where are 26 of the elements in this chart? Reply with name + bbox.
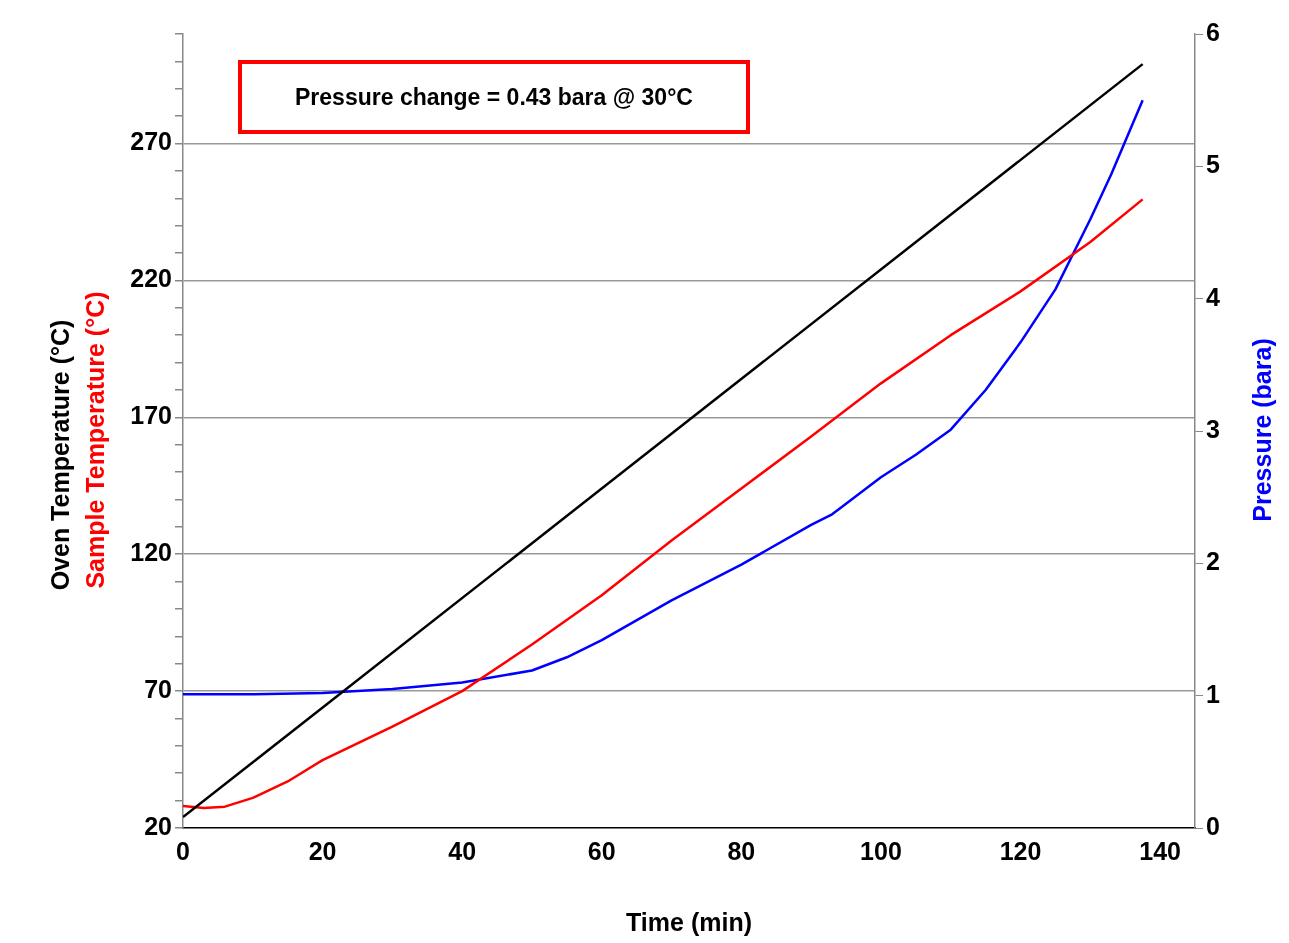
y2-tick-label: 0 (1206, 811, 1220, 840)
x-tick-label: 120 (999, 836, 1042, 865)
annotation: Pressure change = 0.43 bara @ 30°C (238, 60, 750, 134)
x-tick-label: 60 (587, 836, 616, 865)
y-tick-label: 220 (130, 264, 172, 293)
y2-tick-label: 4 (1206, 282, 1220, 311)
y-tick-label: 170 (130, 401, 172, 430)
y-tick-label: 20 (144, 811, 172, 840)
text: Oven Temperature (°C) (45, 319, 75, 591)
y2-tick-label: 1 (1206, 679, 1220, 708)
x-tick-label: 0 (176, 836, 190, 865)
y2-tick-label: 6 (1206, 17, 1220, 46)
x-tick-label: 140 (1139, 836, 1181, 865)
x-tick-label: 40 (448, 836, 477, 865)
x-tick-label: 100 (860, 836, 902, 865)
y-tick-label: 270 (130, 127, 172, 156)
y2-tick-label: 3 (1206, 414, 1220, 443)
y-tick-label: 120 (130, 538, 172, 567)
y2-axis-title: Pressure (bara) (1247, 338, 1277, 522)
x-tick-label: 80 (727, 836, 756, 865)
y2-tick-label: 5 (1206, 150, 1220, 179)
x-tick-label: 20 (308, 836, 337, 865)
text: Sample Temperature (°C) (80, 291, 110, 589)
y2-tick-label: 2 (1206, 547, 1220, 576)
x-axis-title: Time (min) (626, 907, 752, 936)
y-tick-label: 70 (144, 674, 172, 703)
